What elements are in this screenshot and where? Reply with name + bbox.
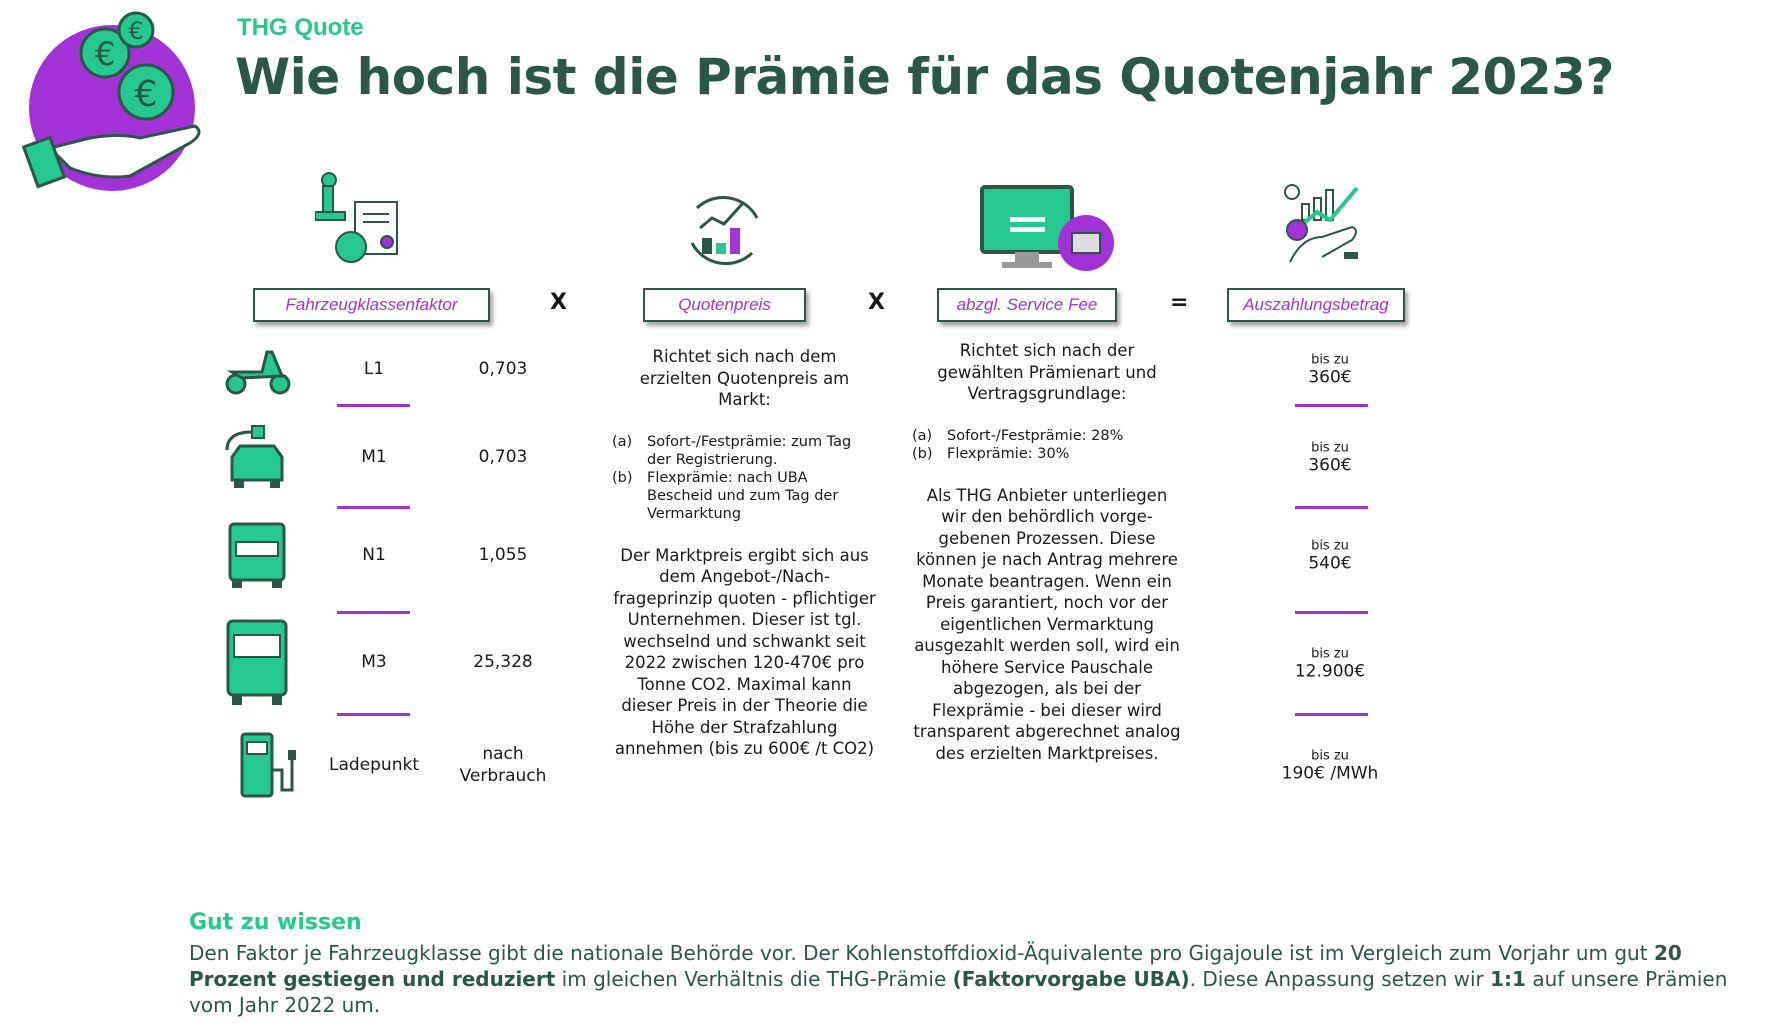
electric-car-icon (225, 425, 284, 488)
payout-prefix: bis zu (1311, 646, 1349, 662)
row-divider (1295, 611, 1368, 614)
option-text: Sofort-/Festprämie: 28% (947, 427, 1124, 444)
charging-station-icon (240, 732, 296, 798)
info-heading: Gut zu wissen (189, 910, 362, 935)
class-factor: 25,328 (473, 652, 533, 672)
vehicle-class: M3 (361, 652, 387, 672)
option-text: Flexprämie: 30% (947, 445, 1070, 462)
class-factor: nach Verbrauch (459, 744, 547, 786)
fee-options: (a) Sofort-/Festprämie: 28% (b) Flexprämie… (912, 427, 1182, 463)
equals-operator: = (1170, 290, 1189, 315)
money-growth-hand-icon (1284, 184, 1359, 263)
info-highlight: 1:1 (1490, 967, 1526, 991)
option-key: (b) (912, 445, 933, 462)
payout-value: 540€ (1308, 553, 1352, 574)
payout-amount: bis zu 190€ /MWh (1282, 749, 1379, 784)
row-divider (1295, 404, 1368, 407)
svg-text:€: € (128, 17, 143, 45)
payout-prefix: bis zu (1311, 440, 1349, 456)
svg-text:€: € (135, 74, 158, 115)
van-icon (228, 522, 286, 588)
vehicle-class: L1 (363, 359, 385, 379)
info-highlight: (Faktorvorgabe UBA) (952, 967, 1190, 991)
payout-value: 360€ (1308, 455, 1352, 476)
payout-value: 190€ /MWh (1281, 763, 1379, 784)
option-text: Sofort-/Festprämie: zum Tag der Registri… (647, 433, 852, 468)
page-title: Wie hoch ist die Prämie für das Quotenja… (235, 48, 1614, 106)
price-intro: Richtet sich nach dem erzielten Quotenpr… (639, 347, 850, 409)
price-options: (a) Sofort-/Festprämie: zum Tag der Regis… (612, 433, 877, 523)
factor-header: Fahrzeugklassenfaktor (253, 288, 490, 322)
multiply-operator: X (868, 290, 885, 315)
payout-header: Auszahlungsbetrag (1227, 288, 1405, 322)
payout-prefix: bis zu (1311, 748, 1349, 764)
fee-body: Als THG Anbieter unterliegen wir den beh… (913, 485, 1181, 763)
class-factor: 0,703 (478, 447, 528, 467)
price-header: Quotenpreis (643, 288, 806, 322)
row-divider (337, 404, 410, 407)
payout-amount: bis zu 360€ (1308, 353, 1351, 388)
fee-intro: Richtet sich nach der gewählten Prämiena… (937, 341, 1157, 403)
class-factor: 1,055 (478, 545, 528, 565)
money-hand-logo-icon: € € € (21, 11, 201, 191)
class-factor: 0,703 (478, 359, 528, 379)
option-key: (b) (612, 469, 633, 486)
payout-amount: bis zu 12.900€ (1295, 647, 1365, 682)
option-text: Flexprämie: nach UBA Bescheid und zum Ta… (647, 469, 839, 522)
info-text-part: im gleichen Verhältnis die THG-Prämie (555, 967, 953, 991)
vehicle-class: M1 (361, 447, 387, 467)
multiply-operator: X (550, 290, 567, 315)
stamp-certificate-icon (315, 172, 398, 263)
payout-prefix: bis zu (1311, 352, 1349, 368)
row-divider (337, 713, 410, 716)
info-text-part: . Diese Anpassung setzen wir (1189, 967, 1491, 991)
subtitle: THG Quote (237, 14, 364, 41)
price-body: Der Marktpreis ergibt sich aus dem Angeb… (613, 545, 876, 759)
row-divider (1295, 713, 1368, 716)
payout-amount: bis zu 540€ (1308, 539, 1351, 574)
info-text: Den Faktor je Fahrzeugklasse gibt die na… (189, 940, 1749, 1018)
vehicle-class: Ladepunkt (329, 755, 419, 775)
service-fee-header: abzgl. Service Fee (937, 288, 1117, 322)
payout-value: 12.900€ (1294, 661, 1366, 682)
payout-prefix: bis zu (1311, 538, 1349, 554)
vehicle-class: N1 (362, 545, 386, 565)
row-divider (1295, 506, 1368, 509)
price-description: Richtet sich nach dem erzielten Quotenpr… (612, 346, 877, 760)
option-key: (a) (612, 433, 633, 450)
info-highlight: 20 Prozent gestiegen und reduziert (189, 941, 1682, 991)
payout-value: 360€ (1308, 367, 1352, 388)
row-divider (337, 611, 410, 614)
info-text-part: auf unsere Prämien vom Jahr 2022 um. (189, 967, 1728, 1017)
payout-amount: bis zu 360€ (1308, 441, 1351, 476)
fee-description: Richtet sich nach der gewählten Prämiena… (912, 340, 1182, 764)
svg-text:€: € (95, 35, 115, 73)
market-price-chart-icon (690, 195, 759, 266)
login-monitor-contact-icon (980, 185, 1114, 271)
info-text-part: Den Faktor je Fahrzeugklasse gibt die na… (189, 941, 1654, 965)
scooter-icon (225, 350, 291, 395)
option-key: (a) (912, 427, 933, 444)
row-divider (337, 506, 410, 509)
bus-icon (226, 619, 288, 705)
